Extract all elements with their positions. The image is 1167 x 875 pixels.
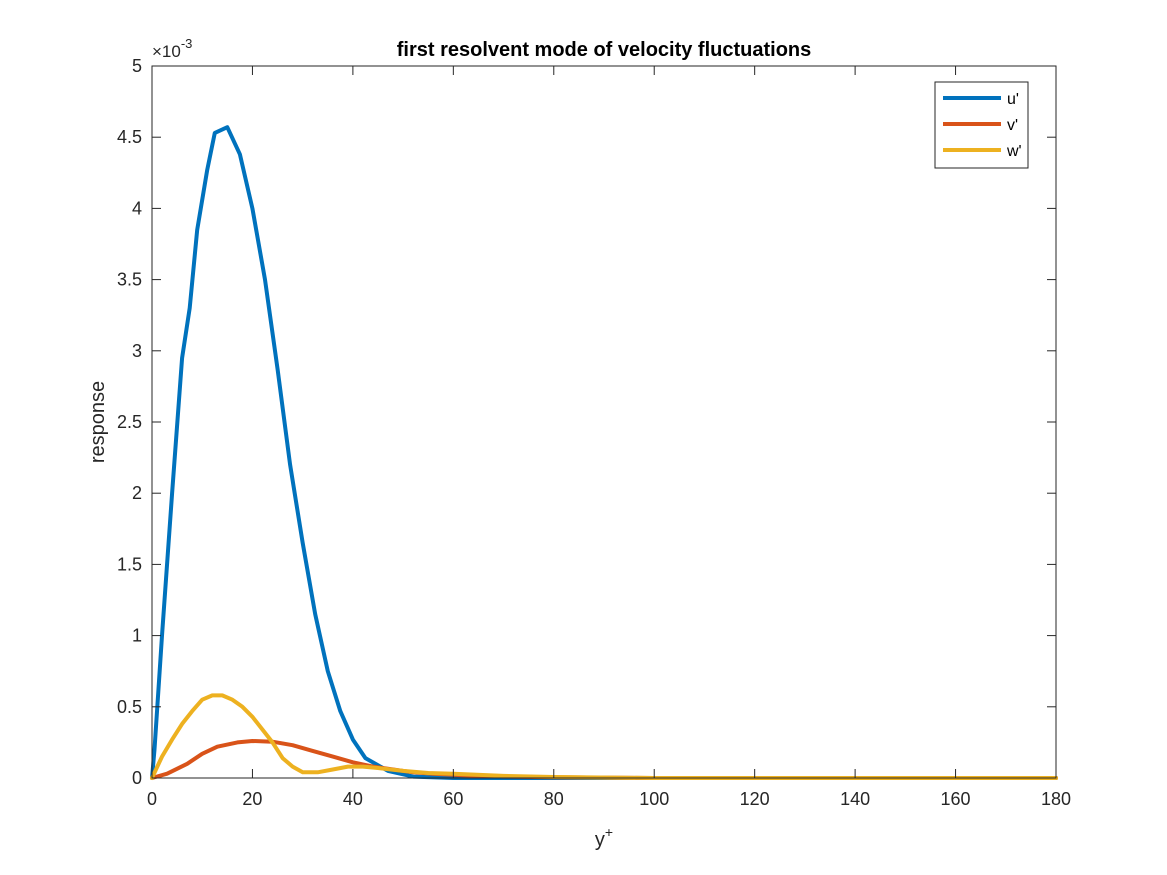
y-tick-label: 2.5 [117,412,142,432]
y-axis-label: response [87,381,109,463]
y-tick-label: 1.5 [117,554,142,574]
legend-label-3: w' [1006,143,1022,160]
y-tick-label: 4.5 [117,127,142,147]
y-tick-label: 0.5 [117,697,142,717]
y-tick-label: 3 [132,341,142,361]
y-axis-exponent-prefix: ×10 [152,42,181,61]
x-axis-label-base: y [595,829,605,851]
x-tick-label: 20 [242,789,262,809]
x-tick-label: 60 [443,789,463,809]
x-tick-label: 0 [147,789,157,809]
x-tick-label: 40 [343,789,363,809]
y-tick-label: 3.5 [117,270,142,290]
y-tick-label: 2 [132,483,142,503]
x-axis-label-superscript: + [605,824,613,840]
y-tick-label: 0 [132,768,142,788]
y-axis-exponent: ×10-3 [152,36,192,61]
x-tick-label: 100 [639,789,669,809]
y-tick-label: 4 [132,198,142,218]
y-axis-exponent-power: -3 [181,36,193,51]
x-tick-label: 180 [1041,789,1071,809]
ticks-layer: 0 20 40 60 80 100 120 140 160 180 0 0.5 1 1.5 2 2.5 3 3.5… [117,56,1071,809]
y-tick-label: 5 [132,56,142,76]
chart-title: first resolvent mode of velocity fluctua… [397,39,812,61]
x-tick-label: 80 [544,789,564,809]
x-tick-label: 140 [840,789,870,809]
plot-area [152,66,1056,778]
x-tick-label: 120 [740,789,770,809]
x-axis-label: y+ [595,824,613,851]
legend-label-1: u' [1007,91,1019,108]
legend: u' v' w' [934,81,1029,169]
x-tick-label: 160 [941,789,971,809]
y-tick-label: 1 [132,626,142,646]
legend-label-2: v' [1007,117,1018,134]
